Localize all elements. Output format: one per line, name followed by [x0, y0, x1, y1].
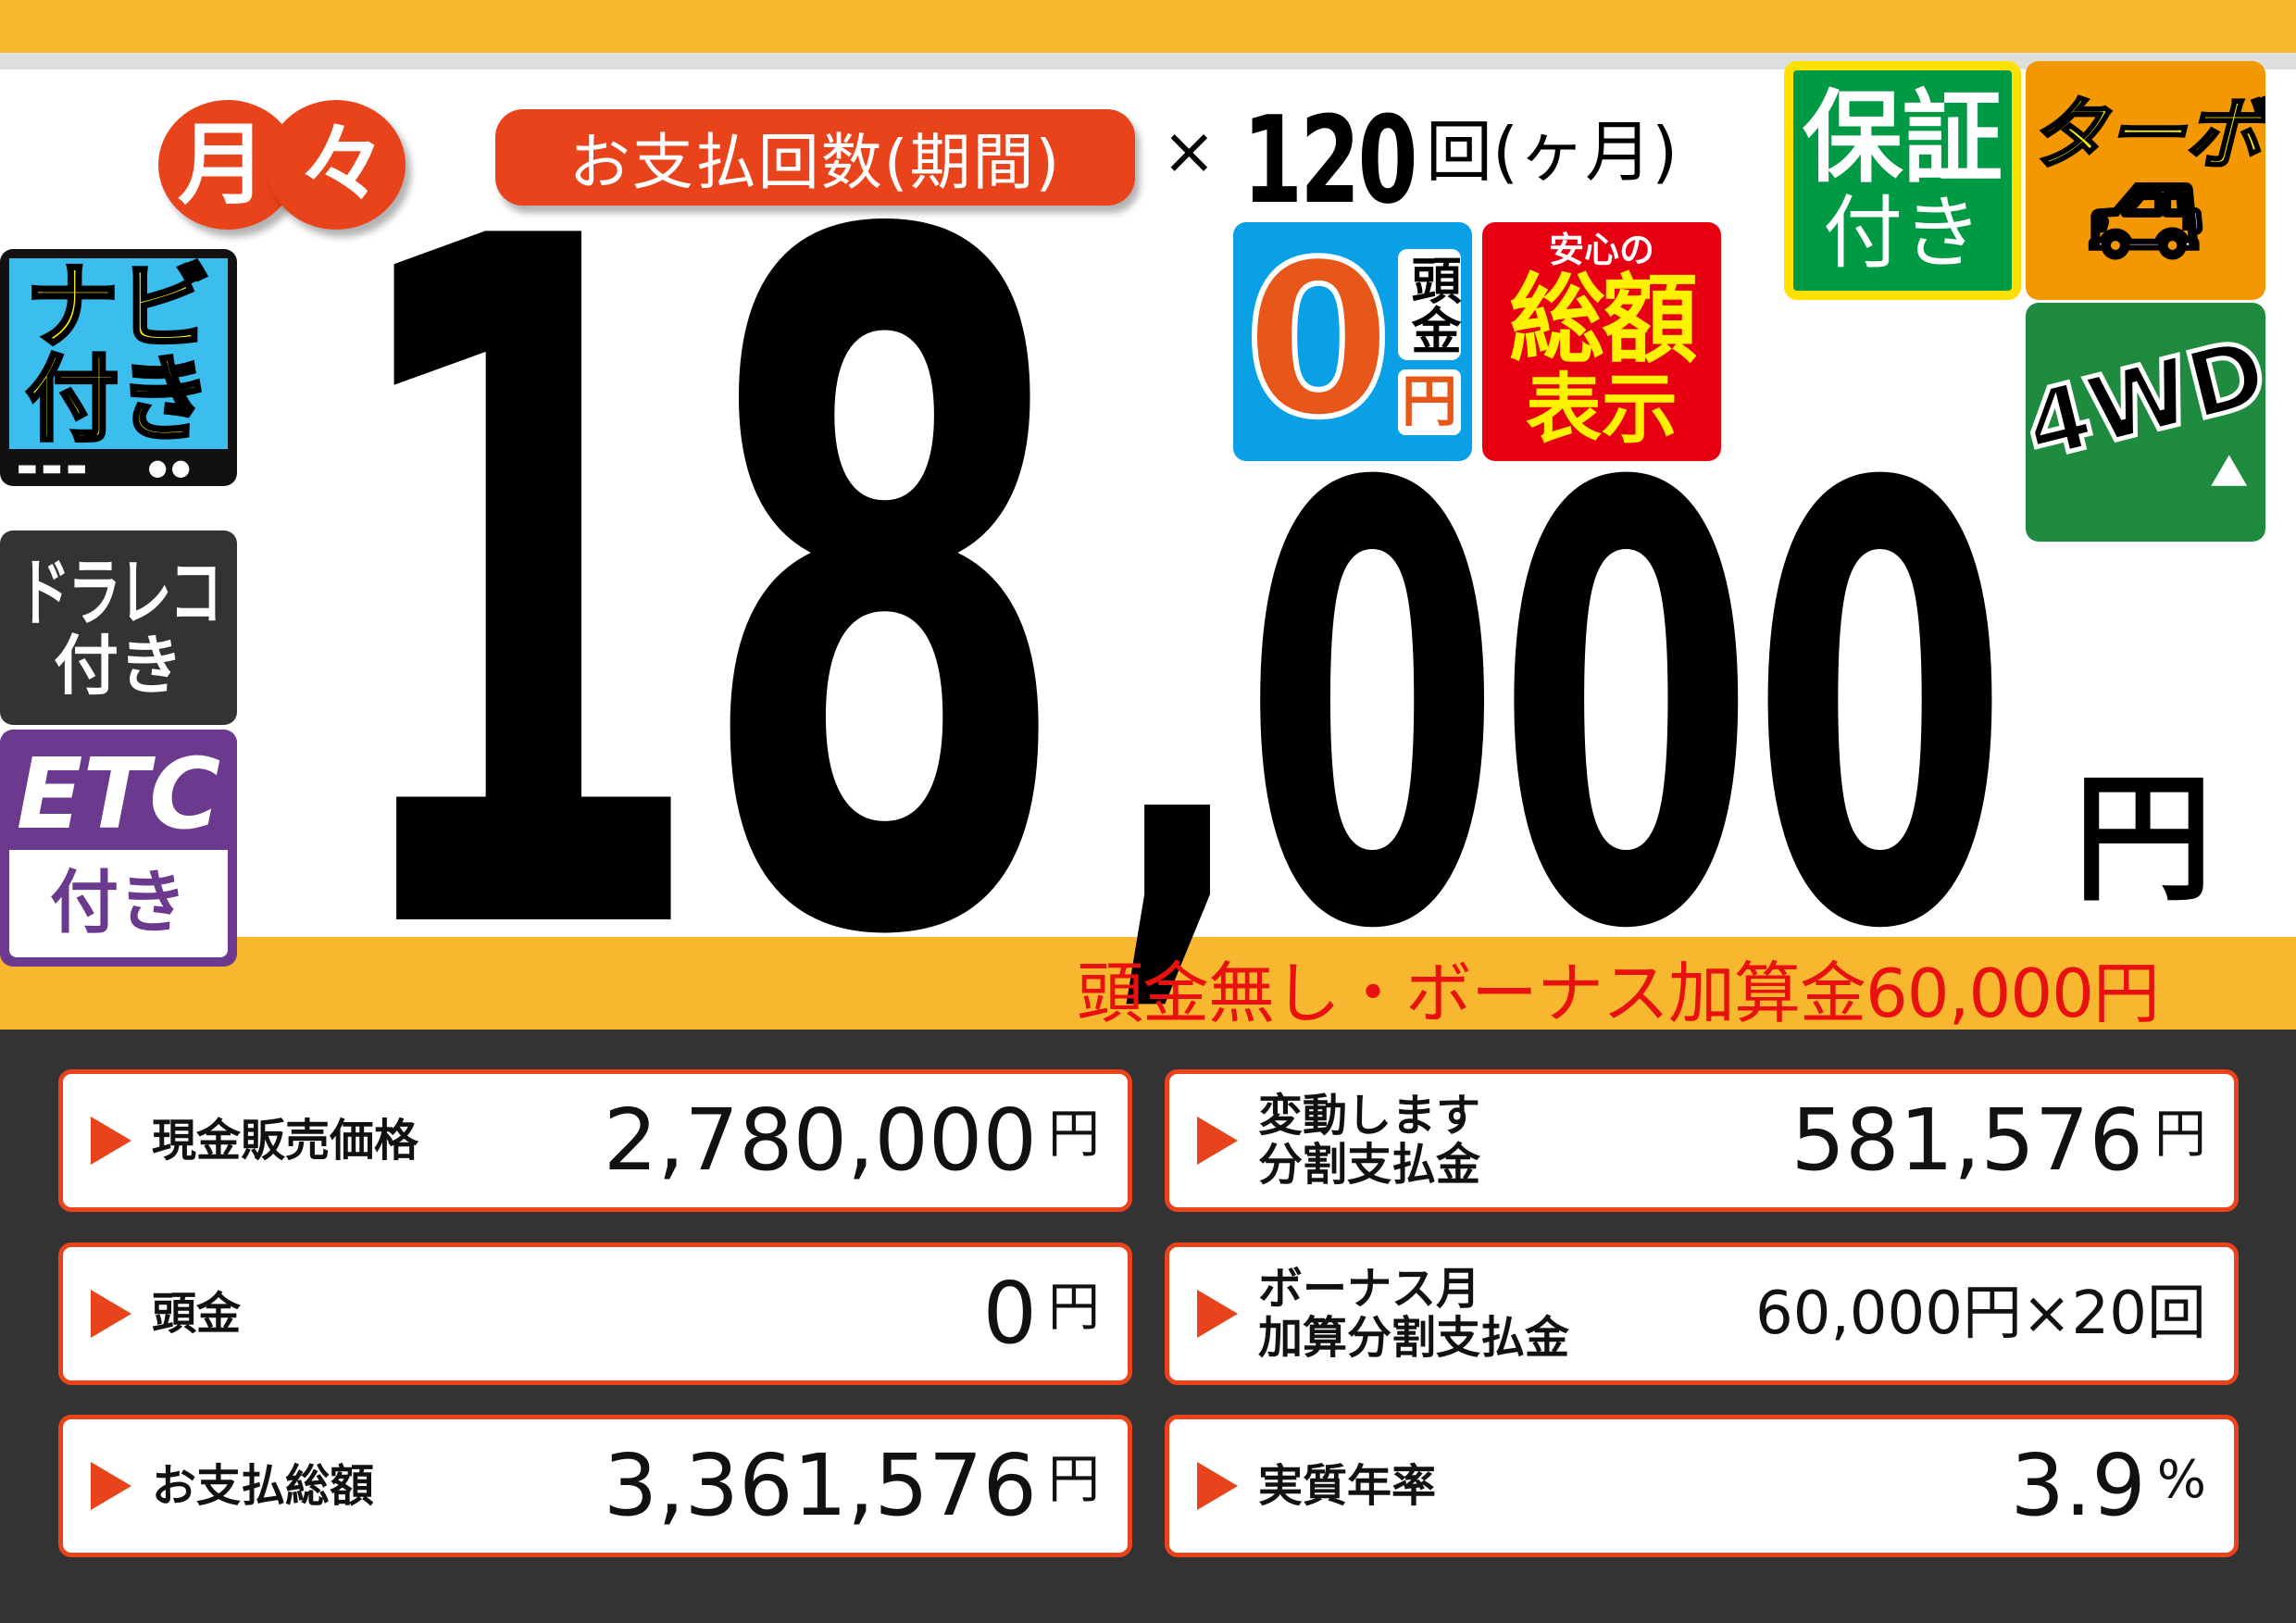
detail-label: ボーナス月 加算分割支払金: [1258, 1263, 1570, 1364]
offroad-car-icon: ⛰: [2211, 445, 2247, 496]
detail-label: 変動します 分割支払金: [1258, 1090, 1481, 1191]
warranty-line2: 付き: [1823, 186, 1982, 280]
mid-band: [0, 937, 2296, 1030]
triangle-bullet-icon: [1197, 1290, 1238, 1338]
detail-card-apr: 実質年率 3.9 %: [1165, 1415, 2239, 1557]
payment-count-unit: 回(ヶ月): [1426, 113, 1678, 191]
warranty-badge: 保証 付き: [1784, 61, 2021, 300]
detail-value: 3.9: [2010, 1436, 2146, 1536]
car-icon: 🚙︎: [2086, 167, 2206, 276]
monthly-label-1: 月: [178, 113, 267, 217]
triangle-bullet-icon: [1197, 1462, 1238, 1510]
down-payment-zero-badge: 0 頭金 円: [1233, 222, 1472, 461]
detail-card-bonus-installment: ボーナス月 加算分割支払金 60,000円×20回: [1165, 1242, 2239, 1385]
navi-badge: ナビ 付き ▬▬▬ ●●: [0, 249, 237, 486]
detail-label: 実質年率: [1258, 1459, 1437, 1512]
navi-line2: 付き: [24, 345, 213, 454]
down-payment-label: 頭金: [1398, 248, 1462, 360]
triangle-bullet-icon: [91, 1462, 131, 1510]
detail-value: 2,780,000: [603, 1091, 1037, 1191]
warranty-line1: 保証: [1802, 81, 2003, 197]
detail-value: 0: [982, 1264, 1037, 1364]
detail-unit: 円: [1048, 1450, 1100, 1510]
gray-band: [0, 53, 2296, 69]
detail-label: 現金販売価格: [152, 1114, 419, 1167]
total-display-badge: 安心の 総額 表示: [1482, 222, 1721, 461]
detail-unit: 円: [1048, 1278, 1100, 1338]
top-band: [0, 0, 2296, 53]
detail-card-total-payment: お支払総額 3,361,576 円: [58, 1415, 1132, 1557]
detail-label: お支払総額: [152, 1459, 375, 1512]
monthly-price-rest: ,000: [1106, 361, 2010, 1061]
bonus-note: 頭金無し・ボーナス加算金60,000円: [1077, 955, 2160, 1032]
monthly-label-2: 々: [298, 113, 387, 217]
payment-count: 120: [1242, 90, 1418, 231]
total-sub: 表示: [1525, 366, 1678, 455]
drarec-line1: ドラレコ: [17, 550, 223, 637]
triangle-bullet-icon: [91, 1117, 131, 1165]
total-small: 安心の: [1548, 230, 1654, 271]
times-symbol: ×: [1162, 113, 1217, 189]
etc-line2: 付き: [9, 850, 228, 957]
monthly-price-unit: 円: [2074, 759, 2214, 920]
monitor-buttons-icon: ▬▬▬ ●●: [17, 455, 194, 481]
detail-unit: %: [2156, 1450, 2206, 1510]
detail-unit: 円: [2154, 1105, 2206, 1165]
detail-value: 60,000円×20回: [1755, 1279, 2206, 1348]
detail-label: 頭金: [152, 1287, 242, 1340]
4wd-badge: 4WD ⛰: [2026, 303, 2265, 542]
drarec-badge: ドラレコ 付き: [0, 531, 237, 725]
monthly-price-main: 18: [333, 43, 1072, 1142]
payment-count-label: お支払回数(期間): [495, 109, 1135, 206]
yen-label: 円: [1398, 368, 1462, 435]
drarec-line2: 付き: [54, 628, 183, 705]
triangle-bullet-icon: [91, 1290, 131, 1338]
turbo-badge: ターボ 🚙︎: [2026, 61, 2265, 300]
detail-value: 3,361,576: [603, 1436, 1037, 1536]
detail-card-installment: 変動します 分割支払金 581,576 円: [1165, 1069, 2239, 1212]
navi-line1: ナビ: [24, 253, 213, 361]
zero-value: 0: [1242, 222, 1395, 461]
detail-card-down-payment: 頭金 0 円: [58, 1242, 1132, 1385]
etc-line1: ETC: [16, 737, 221, 851]
monthly-circle-2: [267, 100, 406, 230]
turbo-label: ターボ: [2028, 88, 2264, 180]
detail-value: 581,576: [1791, 1091, 2143, 1191]
detail-card-cash-price: 現金販売価格 2,780,000 円: [58, 1069, 1132, 1212]
total-main: 総額: [1508, 263, 1698, 377]
etc-badge: ETC 付き: [0, 730, 237, 967]
triangle-bullet-icon: [1197, 1117, 1238, 1165]
detail-unit: 円: [1048, 1105, 1100, 1165]
